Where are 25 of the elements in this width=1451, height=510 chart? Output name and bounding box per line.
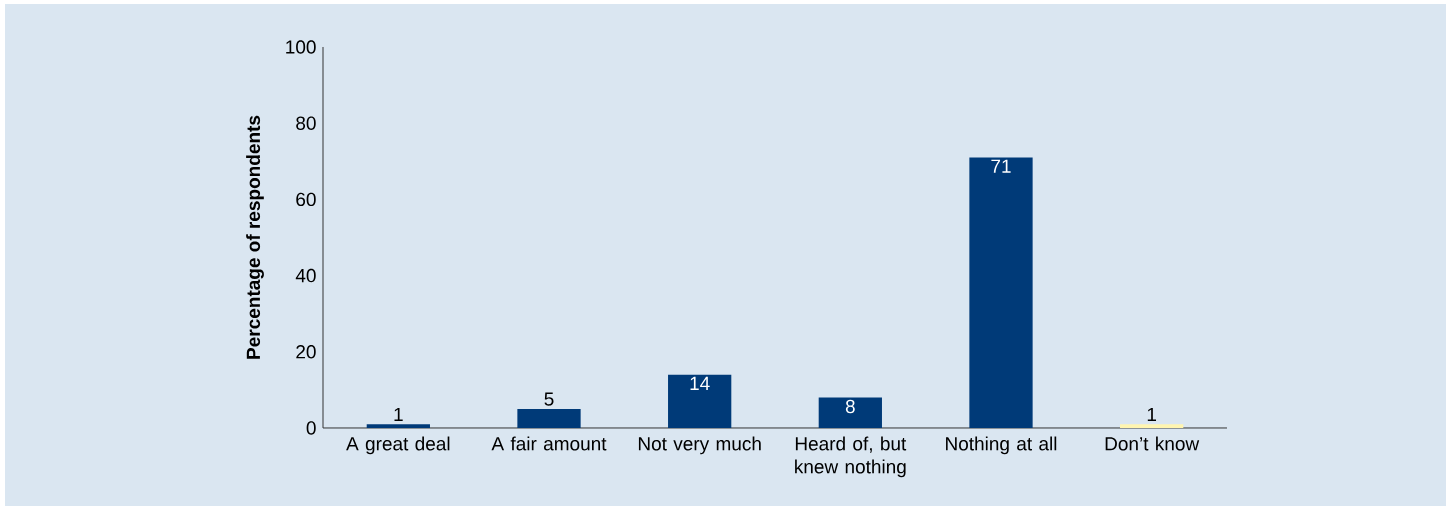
data-label: 1: [394, 407, 403, 421]
bar: [1120, 424, 1184, 428]
data-label: 14: [690, 376, 710, 390]
bar: [668, 374, 732, 428]
bar: [818, 397, 882, 428]
data-label: 71: [991, 159, 1011, 173]
y-tick-label: 80: [296, 116, 316, 130]
y-axis-title: Percentage of respondents: [246, 115, 264, 359]
x-tick-label: Not very much: [638, 436, 761, 455]
x-tick-label: A great deal: [346, 436, 450, 455]
y-tick-label: 40: [295, 268, 316, 283]
x-tick-label: A fair amount: [491, 436, 607, 451]
data-label: 8: [845, 399, 855, 414]
x-tick-label: Heard of, but knew nothing: [795, 436, 907, 478]
y-tick-label: 0: [306, 421, 316, 435]
x-tick-label: Don’t know: [1105, 436, 1200, 451]
bar: [366, 424, 430, 428]
bar: [969, 157, 1033, 428]
y-tick-label: 20: [296, 345, 316, 359]
bar: [517, 408, 581, 428]
data-label: 5: [544, 392, 554, 406]
y-tick-label: 100: [286, 40, 316, 54]
data-label: 1: [1147, 407, 1157, 421]
y-tick-label: 60: [296, 192, 316, 207]
x-tick-label: Nothing at all: [946, 436, 1057, 455]
